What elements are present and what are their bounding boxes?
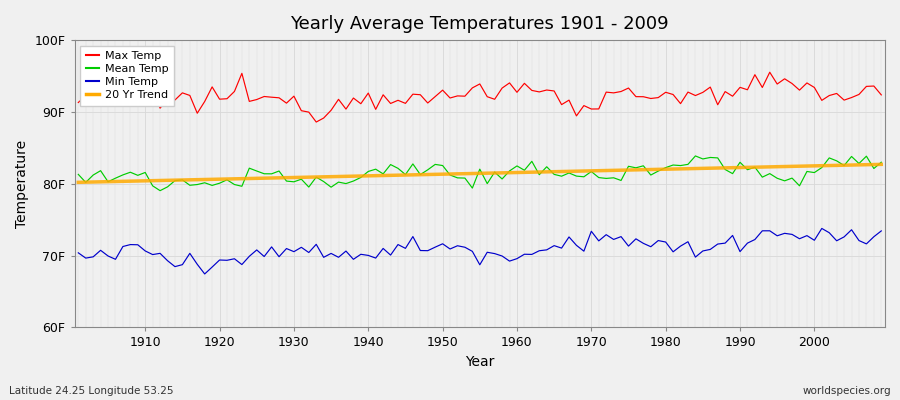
Text: worldspecies.org: worldspecies.org [803, 386, 891, 396]
Y-axis label: Temperature: Temperature [15, 140, 29, 228]
Title: Yearly Average Temperatures 1901 - 2009: Yearly Average Temperatures 1901 - 2009 [291, 15, 669, 33]
X-axis label: Year: Year [465, 355, 494, 369]
Text: Latitude 24.25 Longitude 53.25: Latitude 24.25 Longitude 53.25 [9, 386, 174, 396]
Legend: Max Temp, Mean Temp, Min Temp, 20 Yr Trend: Max Temp, Mean Temp, Min Temp, 20 Yr Tre… [80, 46, 174, 106]
